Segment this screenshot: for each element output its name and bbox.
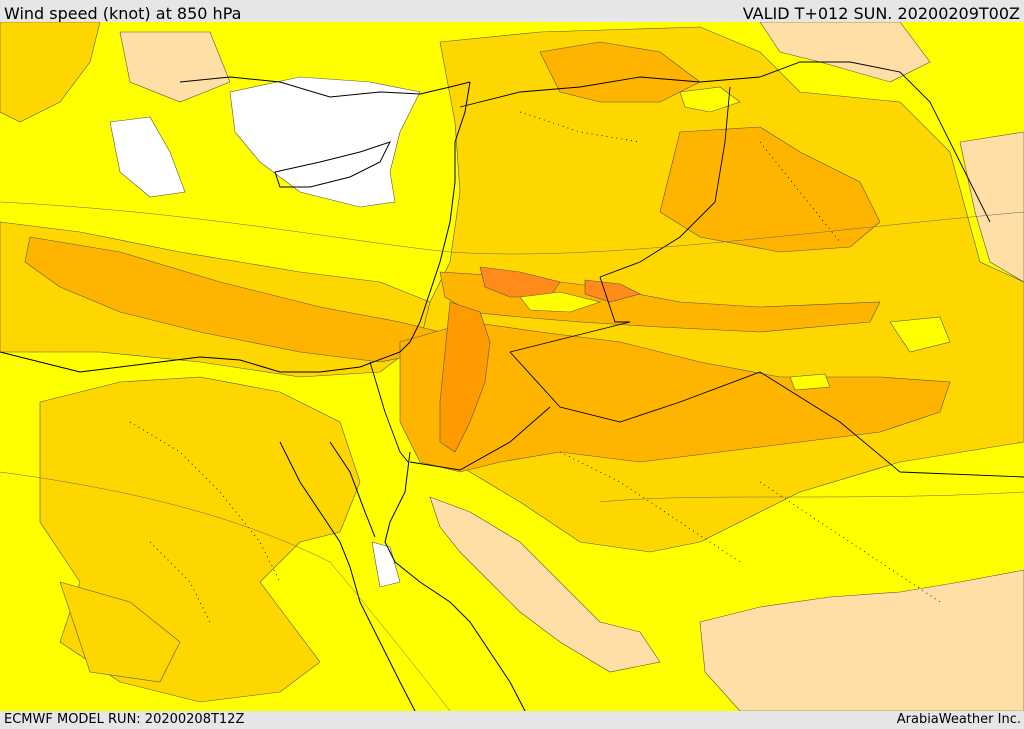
- border-egypt-israel: [369, 361, 409, 463]
- strong-region-iraq: [659, 126, 881, 253]
- coastline-levant: [409, 81, 471, 343]
- province-line-saudi-1: [559, 451, 741, 563]
- coastline-red-sea-west: [279, 441, 416, 711]
- country-borders: [369, 61, 1024, 478]
- moderate-region-nw-land: [0, 22, 101, 123]
- border-jordan: [509, 276, 631, 353]
- footer-bar: ECMWF MODEL RUN: 20200208T12Z ArabiaWeat…: [0, 711, 1024, 729]
- province-lines: [129, 111, 941, 623]
- header-bar: Wind speed (knot) at 850 hPa VALID T+012…: [0, 0, 1024, 23]
- valid-time: VALID T+012 SUN. 20200209T00Z: [742, 4, 1020, 23]
- tan-region-east: [959, 131, 1024, 283]
- moderate-region-sudan: [59, 581, 181, 683]
- calm-region-west: [109, 116, 186, 198]
- border-iraq-iran: [759, 61, 991, 223]
- calm-region-redsea: [371, 541, 401, 588]
- isotach-contour-1: [0, 201, 1024, 255]
- strong-region-jordan-saudi: [399, 321, 951, 473]
- coastline-gulf-of-suez: [329, 441, 376, 538]
- light-patch-east: [889, 316, 951, 353]
- coastline-red-sea-east: [384, 451, 526, 711]
- border-turkey-syria: [459, 76, 761, 108]
- light-patch-jordan: [519, 291, 602, 313]
- peak-region-jordan: [439, 301, 491, 453]
- border-saudi-north: [509, 351, 1024, 478]
- wind-speed-map: [0, 22, 1024, 711]
- coastline-cyprus: [274, 141, 391, 188]
- map-canvas: [0, 22, 1024, 711]
- calm-region-cyprus-sea: [229, 76, 421, 208]
- credit: ArabiaWeather Inc.: [896, 712, 1021, 727]
- coastline-egypt-north: [0, 341, 411, 373]
- light-patch-iraq: [789, 373, 831, 391]
- border-syria-iraq: [599, 86, 731, 278]
- tan-region-nw: [119, 31, 231, 103]
- model-run: ECMWF MODEL RUN: 20200208T12Z: [4, 712, 245, 727]
- tan-region-arabia-south: [699, 569, 1024, 711]
- coastlines: [0, 76, 526, 711]
- isotach-contour-3: [599, 491, 1024, 503]
- isotach-contour-2: [0, 471, 451, 711]
- isotach-contours: [0, 201, 1024, 711]
- peak-region-east-jordan: [584, 279, 641, 303]
- light-patch-north: [679, 86, 741, 113]
- province-line-saudi-2: [759, 481, 941, 603]
- tan-region-north: [759, 22, 931, 83]
- tan-region-hijaz: [429, 496, 661, 673]
- border-egypt-sudan: [409, 406, 551, 471]
- coastline-turkey-south: [179, 76, 471, 98]
- map-title: Wind speed (knot) at 850 hPa: [4, 4, 242, 23]
